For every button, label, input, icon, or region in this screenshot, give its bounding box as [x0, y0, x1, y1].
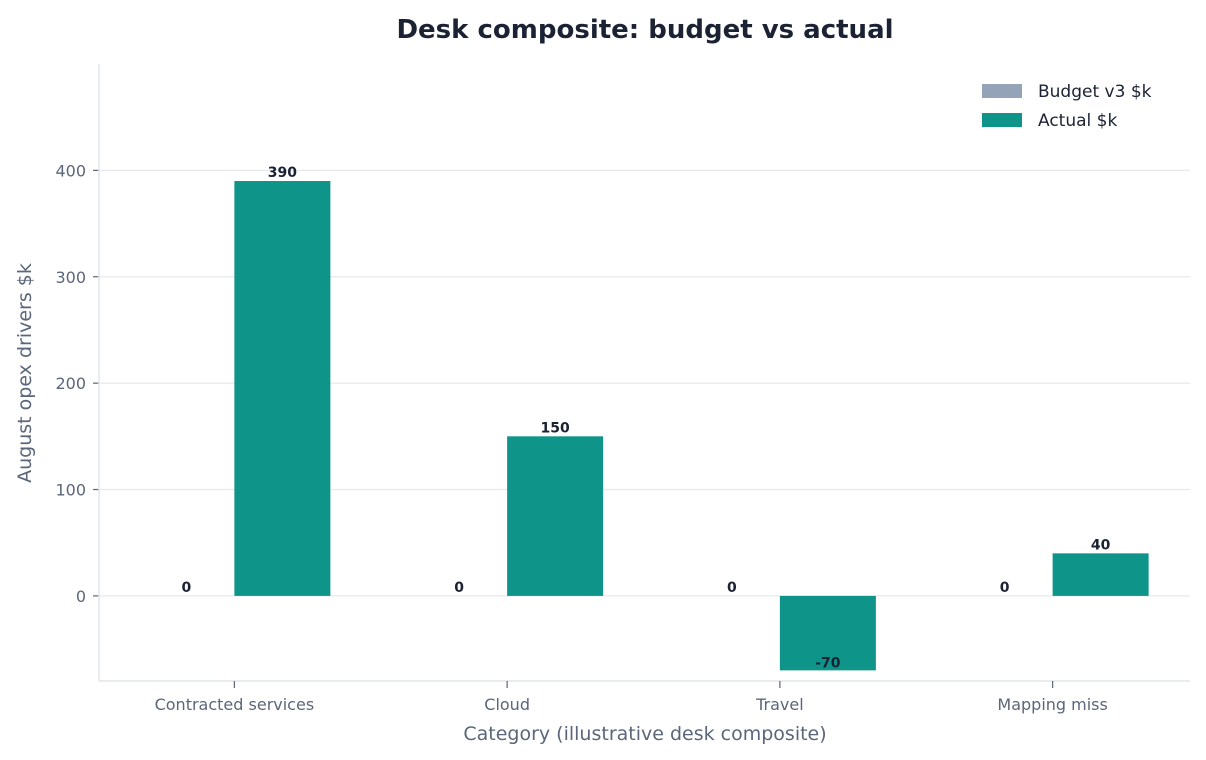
axes — [93, 64, 1190, 688]
bars — [234, 181, 1149, 671]
data-label: 40 — [1091, 537, 1111, 553]
tick-labels: 0 100 200 300 400 Contracted services Cloud Tra… — [55, 161, 1107, 714]
y-tick-label: 400 — [55, 161, 86, 180]
data-label: 150 — [541, 420, 570, 436]
data-label: 0 — [1000, 580, 1010, 596]
data-label: 0 — [454, 580, 464, 596]
x-tick-label: Travel — [755, 695, 804, 714]
data-label: 0 — [182, 580, 192, 596]
data-label: 390 — [268, 165, 297, 181]
bar — [234, 181, 331, 596]
bar — [1052, 553, 1149, 596]
data-label: -70 — [815, 655, 841, 671]
x-axis-label: Category (illustrative desk composite) — [463, 723, 826, 745]
y-axis-label: August opex drivers $k — [14, 263, 36, 483]
bar — [779, 595, 876, 671]
legend-swatch — [982, 113, 1022, 127]
y-tick-label: 300 — [55, 268, 86, 287]
x-tick-label: Contracted services — [155, 695, 315, 714]
data-label: 0 — [727, 580, 737, 596]
y-tick-label: 0 — [76, 587, 86, 606]
legend-swatch — [982, 84, 1022, 98]
legend: Budget v3 $k Actual $k — [982, 82, 1152, 131]
legend-label: Budget v3 $k — [1038, 82, 1152, 102]
legend-label: Actual $k — [1038, 111, 1117, 131]
data-labels: 0 390 0 150 0 -70 0 40 — [182, 165, 1111, 671]
x-tick-label: Cloud — [484, 695, 530, 714]
y-tick-label: 100 — [55, 481, 86, 500]
x-tick-label: Mapping miss — [997, 695, 1107, 714]
y-tick-label: 200 — [55, 374, 86, 393]
chart-title: Desk composite: budget vs actual — [396, 15, 893, 45]
bar — [507, 436, 604, 596]
